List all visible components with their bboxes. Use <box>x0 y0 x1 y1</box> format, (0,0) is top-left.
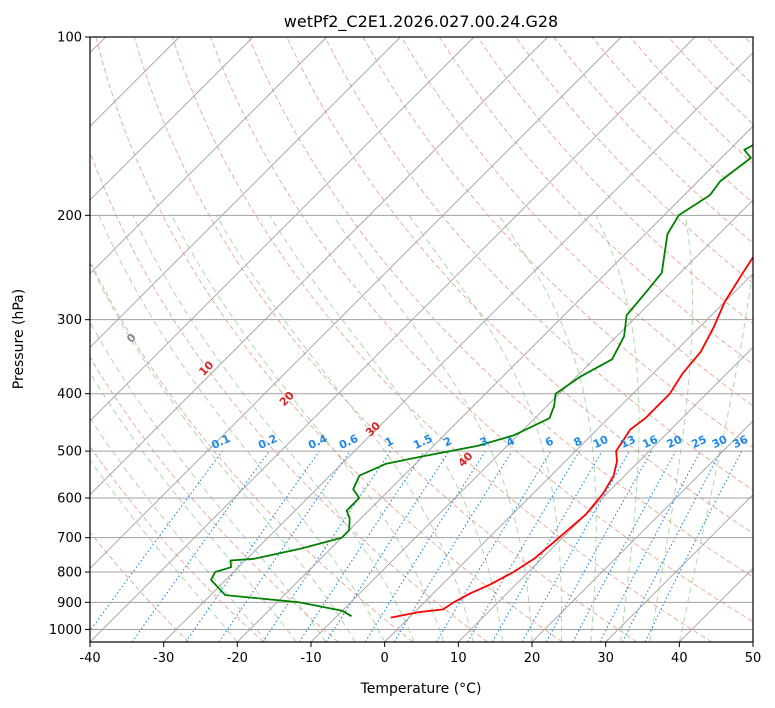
mixing-ratio-line <box>185 450 320 642</box>
x-tick-label: 40 <box>671 651 688 666</box>
moist-adiabat-line <box>408 215 563 642</box>
plot-frame <box>89 36 754 643</box>
x-tick-label: 0 <box>381 651 389 666</box>
mixing-ratio-label: 10 <box>591 433 611 451</box>
moist-adiabat-line <box>90 417 268 642</box>
dry-adiabat-line <box>400 37 753 407</box>
moist-adiabat-line <box>171 215 445 642</box>
y-tick-label: 100 <box>57 31 82 46</box>
moist-adiabat-line <box>216 215 474 642</box>
isotherm-line <box>310 199 753 642</box>
dry-adiabat-line <box>248 37 753 578</box>
dry-adiabat-line <box>210 37 753 623</box>
isotherm-line <box>90 37 548 496</box>
isotherm-line <box>531 420 753 642</box>
moist-adiabat-line <box>332 215 533 642</box>
x-tick-label: -30 <box>153 651 174 666</box>
isotherm-line <box>237 125 753 642</box>
mixing-ratio-label: 25 <box>689 433 708 451</box>
mixing-ratio-line <box>218 450 351 642</box>
y-tick-label: 900 <box>57 596 82 611</box>
dry-adiabat-line <box>95 37 563 642</box>
y-axis-ticks: 100 200 300 400 500 600 700 800 900 1000 <box>49 31 90 638</box>
x-tick-label: -10 <box>300 651 321 666</box>
y-tick-label: 200 <box>57 209 82 224</box>
dry-adiabat-line <box>133 37 638 642</box>
mixing-ratio-line <box>325 450 450 642</box>
x-tick-label: -40 <box>79 651 100 666</box>
x-axis-ticks: -40 -30 -20 -10 0 10 20 30 40 50 <box>79 642 761 666</box>
moist-adiabat-line <box>269 215 503 642</box>
mixing-ratio-lines <box>90 450 743 642</box>
moist-adiabat-line <box>90 371 297 642</box>
chart-title: wetPf2_C2E1.2026.027.00.24.G28 <box>284 12 558 32</box>
mixing-ratio-line <box>90 450 223 632</box>
y-tick-label: 300 <box>57 313 82 328</box>
isotherm-line <box>458 346 753 642</box>
mixing-ratio-line <box>393 450 513 642</box>
mixing-ratio-label: 36 <box>731 433 751 451</box>
isotherm-line <box>90 37 622 569</box>
dry-adiabat-line <box>438 37 753 366</box>
mixing-ratio-line <box>262 450 392 642</box>
x-axis-label: Temperature (°C) <box>360 681 482 697</box>
mixing-ratio-line <box>521 450 630 642</box>
x-tick-label: 10 <box>450 651 467 666</box>
dry-adiabat-line <box>90 445 264 642</box>
x-tick-label: 50 <box>745 651 762 666</box>
y-tick-label: 600 <box>57 492 82 507</box>
mixing-ratio-line <box>545 450 653 642</box>
moist-adiabat-line <box>90 321 327 642</box>
dry-adiabat-line <box>515 37 753 284</box>
moist-adiabat-line <box>90 262 356 642</box>
mixing-ratio-label: 20 <box>665 433 685 451</box>
y-tick-label: 400 <box>57 387 82 402</box>
profile-line <box>210 144 753 617</box>
profile-line <box>390 255 753 619</box>
moist-adiabat-line <box>132 215 415 642</box>
mixing-ratio-line <box>644 450 743 642</box>
mixing-ratio-label: 30 <box>710 433 730 451</box>
moist-adiabat-line <box>678 263 753 642</box>
moist-adiabat-line <box>98 215 386 642</box>
x-tick-label: 20 <box>524 651 541 666</box>
isotherm-line <box>90 37 327 275</box>
isotherms <box>90 37 753 642</box>
y-tick-label: 500 <box>57 445 82 460</box>
isotherm-line <box>90 37 254 201</box>
mixing-ratio-label: 13 <box>618 433 637 451</box>
y-tick-label: 1000 <box>49 623 82 638</box>
dry-adiabat-line <box>90 150 488 642</box>
y-tick-label: 800 <box>57 566 82 581</box>
dry-adiabat-line <box>324 37 753 491</box>
dry-adiabat-line <box>171 37 712 642</box>
isotherm-line <box>90 37 696 642</box>
mixing-ratio-line <box>131 450 270 642</box>
moist-adiabats <box>90 215 753 642</box>
isotherm-line <box>384 273 753 642</box>
y-axis-label: Pressure (hPa) <box>11 289 27 389</box>
mixing-ratio-label: 16 <box>640 433 660 451</box>
isotherm-line <box>605 494 753 642</box>
moist-adiabat-line <box>90 459 238 642</box>
isobars <box>90 37 753 630</box>
plot-area: -100-90-80-70-60-50-40-30-20-10010203040… <box>90 37 753 642</box>
isotherm-line <box>163 52 753 642</box>
isotherm-line <box>90 37 401 348</box>
x-tick-label: -20 <box>227 651 248 666</box>
y-tick-label: 700 <box>57 531 82 546</box>
dry-adiabat-line <box>90 531 190 642</box>
moist-adiabat-line <box>595 215 640 642</box>
profile-series <box>210 144 753 619</box>
x-tick-label: 30 <box>597 651 614 666</box>
mixing-ratio-line <box>298 450 425 642</box>
dry-adiabat-line <box>90 356 339 642</box>
mixing-ratio-line <box>572 450 677 642</box>
isotherm-line <box>90 37 475 422</box>
moist-adiabat-line <box>649 215 693 642</box>
